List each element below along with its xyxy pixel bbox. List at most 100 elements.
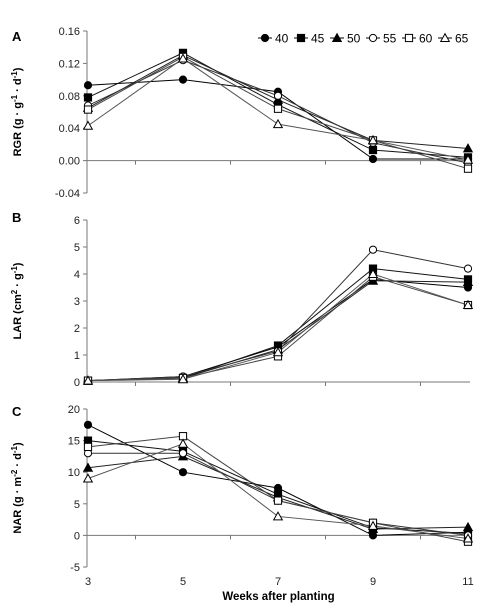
legend-item-60: 60 (402, 32, 433, 46)
y-tick-label: 5 (74, 499, 80, 511)
panel-c: C -5 0 5 10 15 20 NAR (g · m-2 · d-1) 3 5 7 9 11 Week… (10, 404, 474, 603)
series-line-40 (87, 278, 469, 382)
data-point-65 (462, 533, 474, 543)
legend-item-50: 50 (330, 32, 361, 46)
legend-item-55: 55 (366, 32, 397, 46)
x-tick-label: 9 (370, 576, 376, 588)
legend-label: 65 (455, 32, 469, 46)
data-point-55 (273, 91, 283, 100)
legend-marker-65 (439, 32, 451, 42)
data-point-65 (177, 438, 189, 448)
y-tick-label: 2 (74, 323, 80, 335)
series-line-60 (87, 276, 469, 382)
y-axis-label-part: ) (12, 67, 24, 71)
data-point-60 (83, 442, 93, 452)
data-point-40 (368, 154, 378, 164)
y-tick-label: 10 (68, 467, 80, 479)
data-point-65 (82, 120, 94, 130)
data-point-65 (462, 154, 474, 164)
data-point-45 (368, 145, 378, 155)
legend-label: 45 (311, 32, 325, 46)
y-axis-label-part: · d (12, 453, 24, 470)
data-point-60 (273, 496, 283, 505)
legend-item-45: 45 (294, 32, 325, 46)
legend-marker-60 (404, 33, 414, 43)
y-axis-label: NAR (g · m-2 · d-1) (10, 442, 25, 534)
y-tick-label: 0.04 (59, 123, 80, 135)
data-point-45 (83, 93, 93, 102)
data-point-50 (462, 276, 474, 287)
data-point-40 (178, 75, 188, 84)
panel-letter: B (12, 210, 21, 225)
y-tick-label: -0.04 (55, 188, 80, 200)
y-axis-label-part: ) (12, 262, 24, 266)
legend-marker-50 (331, 32, 343, 42)
panel-letter: C (12, 404, 22, 419)
y-axis-label-superscript: -1 (10, 446, 19, 454)
y-axis-label-superscript: -1 (10, 266, 19, 274)
y-tick-label: 5 (74, 242, 80, 254)
data-point-60 (463, 164, 473, 173)
data-point-55 (463, 264, 473, 273)
legend-marker-45 (296, 33, 306, 43)
y-tick-label: 1 (74, 350, 80, 362)
data-point-65 (82, 473, 94, 483)
x-tick-label: 5 (180, 576, 186, 588)
data-point-65 (177, 53, 189, 63)
x-axis-label: Weeks after planting (222, 591, 334, 603)
data-point-55 (368, 245, 378, 254)
data-point-65 (367, 520, 379, 530)
y-axis-label: LAR (cm2 · g-1) (10, 262, 25, 339)
data-point-50 (82, 462, 94, 472)
data-point-40 (83, 420, 93, 429)
y-axis-label-superscript: 2 (10, 289, 19, 294)
series-line-45 (87, 268, 469, 382)
data-point-50 (462, 143, 474, 153)
y-axis-label-part: RGR (g · g (12, 102, 24, 156)
data-point-40 (178, 468, 188, 477)
y-tick-label: 0 (74, 530, 80, 542)
data-point-55 (178, 449, 188, 458)
series-line-65 (87, 273, 469, 382)
y-tick-label: 6 (74, 215, 80, 227)
legend-marker-40 (260, 33, 270, 43)
y-axis-label-part: ) (12, 442, 24, 446)
y-tick-label: 0.12 (59, 58, 80, 70)
data-point-50 (462, 521, 474, 532)
y-tick-label: 20 (68, 404, 80, 416)
panel-letter: A (12, 29, 22, 44)
data-point-65 (462, 299, 474, 309)
y-tick-label: 3 (74, 296, 80, 308)
y-tick-label: 0.00 (59, 156, 80, 168)
y-axis-label-part: · g (12, 273, 24, 290)
y-tick-label: 4 (74, 269, 80, 281)
data-point-65 (177, 373, 189, 384)
legend-label: 60 (419, 32, 433, 46)
data-point-65 (82, 375, 94, 385)
legend-item-65: 65 (438, 32, 469, 46)
legend-marker-55 (368, 33, 378, 43)
y-tick-label: 0.16 (59, 26, 80, 38)
data-point-60 (273, 104, 283, 113)
y-axis-label-superscript: -1 (10, 94, 19, 102)
y-tick-label: 0 (74, 377, 80, 389)
data-point-65 (272, 346, 284, 357)
legend-item-40: 40 (258, 32, 289, 46)
y-axis-label-part: NAR (g · m (12, 477, 24, 534)
x-tick-label: 11 (462, 576, 473, 588)
legend-label: 50 (347, 32, 361, 46)
x-tick-label: 7 (275, 576, 281, 588)
y-axis-label-superscript: -1 (10, 71, 19, 79)
legend: 40 45 50 55 60 65 (258, 32, 469, 46)
series-line-50 (87, 280, 469, 382)
x-tick-label: 3 (85, 576, 91, 588)
y-tick-label: -5 (70, 562, 80, 574)
data-point-60 (83, 105, 93, 114)
y-axis-label-part: LAR (cm (12, 294, 24, 339)
series-line-55 (87, 249, 469, 382)
data-point-40 (83, 81, 93, 90)
y-axis-label-part: · d (12, 78, 24, 95)
y-axis-label: RGR (g · g-1 · d-1) (10, 67, 25, 156)
